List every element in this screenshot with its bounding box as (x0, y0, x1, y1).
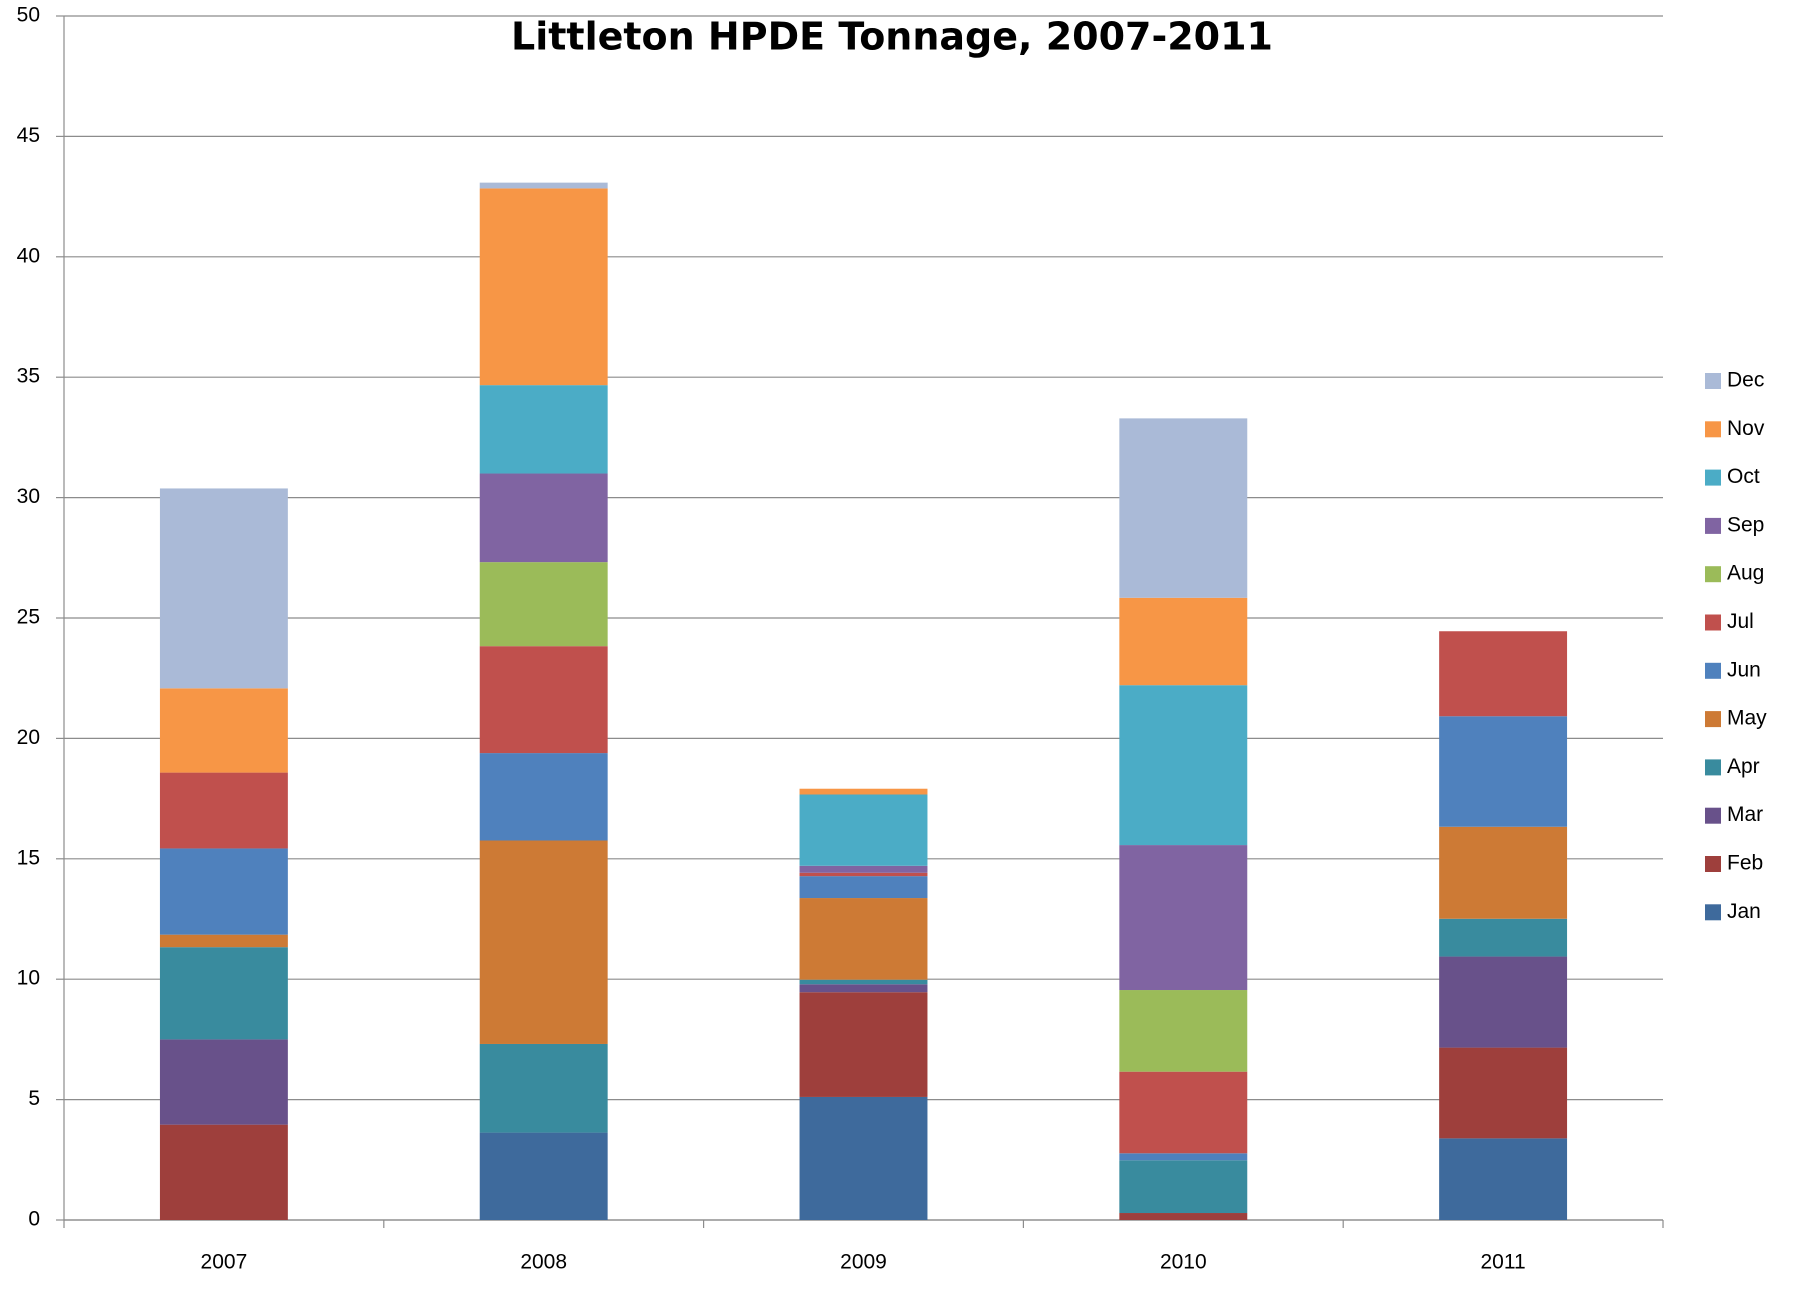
legend-swatch (1705, 807, 1721, 824)
bar-segment (1119, 990, 1248, 1072)
bar-segment (159, 1039, 288, 1125)
x-tick-label: 2008 (520, 1251, 567, 1274)
bar-segment (159, 1124, 288, 1220)
bar-segment (799, 788, 928, 795)
y-tick-label: 5 (28, 1087, 40, 1110)
legend-label: Jul (1727, 610, 1754, 633)
bar-segment (799, 876, 928, 899)
bar-segment (479, 840, 608, 1044)
legend-swatch (1705, 421, 1721, 438)
legend-label: Oct (1727, 465, 1760, 488)
bar-segment (1439, 1138, 1568, 1220)
bar-segment (159, 488, 288, 689)
bar-segment (1439, 631, 1568, 717)
y-tick-label: 20 (17, 726, 40, 749)
legend-swatch (1705, 904, 1721, 921)
bar-segment (799, 872, 928, 877)
bar-segment (479, 646, 608, 754)
bar-segment (799, 979, 928, 985)
legend-swatch (1705, 759, 1721, 776)
legend-swatch (1705, 856, 1721, 872)
legend-label: Sep (1727, 513, 1764, 536)
bar-segment (479, 385, 608, 474)
legend-swatch (1705, 566, 1721, 583)
legend-swatch (1705, 517, 1721, 534)
bar-segment (1119, 1160, 1248, 1214)
legend-label: May (1727, 707, 1767, 730)
y-tick-label: 15 (17, 846, 40, 869)
bar-segment (1439, 918, 1568, 957)
y-tick-label: 50 (17, 4, 40, 27)
bar-segment (479, 182, 608, 189)
bar-segment (799, 984, 928, 993)
legend-label: Jan (1727, 900, 1761, 923)
y-tick-label: 45 (17, 124, 40, 147)
legend-label: Nov (1727, 417, 1765, 440)
bar-segment (1439, 826, 1568, 919)
bar-segment (159, 934, 288, 948)
legend-label: Dec (1727, 369, 1764, 392)
bar-segment (1439, 1047, 1568, 1139)
bar-segment (159, 947, 288, 1040)
bar-segment (159, 848, 288, 935)
bar-segment (1119, 685, 1248, 846)
y-tick-label: 25 (17, 606, 40, 629)
y-tick-label: 30 (17, 485, 40, 508)
chart-title: Littleton HPDE Tonnage, 2007-2011 (511, 15, 1273, 59)
y-tick-label: 35 (17, 365, 40, 388)
bar-segment (1119, 418, 1248, 598)
bar-segment (799, 794, 928, 866)
legend-label: Aug (1727, 562, 1764, 585)
legend-swatch (1705, 373, 1721, 389)
legend-label: Apr (1727, 755, 1760, 778)
bar-segment (479, 188, 608, 386)
bar-segment (799, 1096, 928, 1220)
y-tick-label: 40 (17, 244, 40, 267)
legend-swatch (1705, 614, 1721, 631)
bar-segment (479, 562, 608, 647)
bar-segment (799, 992, 928, 1097)
legend-label: Feb (1727, 852, 1763, 875)
legend-label: Mar (1727, 803, 1763, 826)
bar-segment (799, 898, 928, 980)
bar-segment (1439, 716, 1568, 827)
bar-segment (1119, 597, 1248, 686)
bar-segment (159, 772, 288, 849)
legend-swatch (1705, 711, 1721, 728)
bar-segment (1119, 1153, 1248, 1161)
x-tick-label: 2010 (1160, 1251, 1207, 1274)
x-tick-label: 2007 (201, 1251, 248, 1274)
x-tick-label: 2009 (840, 1251, 887, 1274)
bar-segment (1119, 845, 1248, 991)
y-tick-label: 10 (17, 967, 40, 990)
bar-segment (1119, 1071, 1248, 1154)
bar-segment (159, 688, 288, 773)
legend-swatch (1705, 469, 1721, 486)
bar-segment (799, 865, 928, 873)
bar-segment (479, 473, 608, 563)
legend-label: Jun (1727, 658, 1761, 681)
x-tick-label: 2011 (1481, 1251, 1526, 1274)
legend-swatch (1705, 662, 1721, 679)
bar-segment (1439, 956, 1568, 1048)
y-tick-label: 0 (28, 1208, 40, 1231)
bar-segment (479, 1132, 608, 1220)
bar-segment (479, 753, 608, 841)
bar-segment (479, 1043, 608, 1133)
bar-segment (1119, 1213, 1248, 1220)
